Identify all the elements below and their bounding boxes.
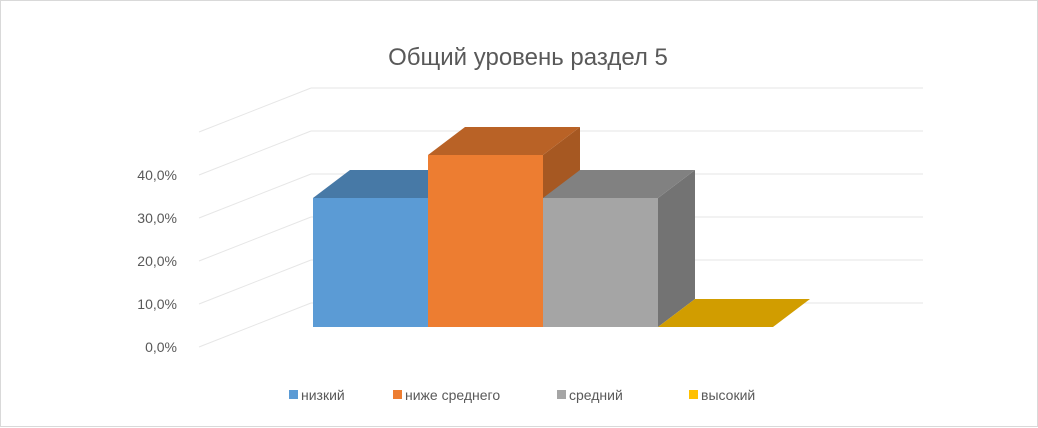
legend-label: низкий bbox=[301, 387, 345, 403]
bar-side bbox=[658, 170, 695, 327]
gridline-side bbox=[198, 302, 312, 348]
bars bbox=[313, 127, 810, 327]
legend-item-1: низкий bbox=[289, 387, 345, 403]
chart-title: Общий уровень раздел 5 bbox=[388, 44, 668, 71]
legend-item-4: высокий bbox=[689, 387, 755, 403]
legend-label: высокий bbox=[701, 387, 755, 403]
legend-swatch bbox=[689, 390, 698, 399]
bar-4 bbox=[658, 299, 810, 327]
y-tick-label: 0,0% bbox=[145, 339, 177, 355]
y-tick-label: 40,0% bbox=[137, 167, 177, 183]
legend-label: средний bbox=[569, 387, 623, 403]
legend-item-2: ниже среднего bbox=[393, 387, 500, 403]
bar-top bbox=[658, 299, 810, 327]
y-tick-label: 10,0% bbox=[137, 296, 177, 312]
y-axis-tick-labels: 0,0% 10,0% 20,0% 30,0% 40,0% bbox=[137, 167, 177, 355]
bar-top bbox=[543, 170, 695, 198]
legend-swatch bbox=[289, 390, 298, 399]
gridline-side bbox=[198, 87, 312, 133]
gridline-side bbox=[198, 259, 312, 305]
bar-top bbox=[313, 170, 465, 198]
legend-item-3: средний bbox=[557, 387, 623, 403]
legend-label: ниже среднего bbox=[405, 387, 500, 403]
gridline-side bbox=[198, 130, 312, 176]
legend: низкий ниже среднего средний высокий bbox=[289, 387, 755, 403]
y-tick-label: 20,0% bbox=[137, 253, 177, 269]
gridline-side bbox=[198, 173, 312, 219]
bar-3 bbox=[543, 170, 695, 327]
legend-swatch bbox=[557, 390, 566, 399]
y-tick-label: 30,0% bbox=[137, 210, 177, 226]
bar-top bbox=[428, 127, 580, 155]
legend-swatch bbox=[393, 390, 402, 399]
bar-front bbox=[313, 198, 428, 327]
bar-front bbox=[428, 155, 543, 327]
gridline-side bbox=[198, 216, 312, 262]
bar-front bbox=[543, 198, 658, 327]
